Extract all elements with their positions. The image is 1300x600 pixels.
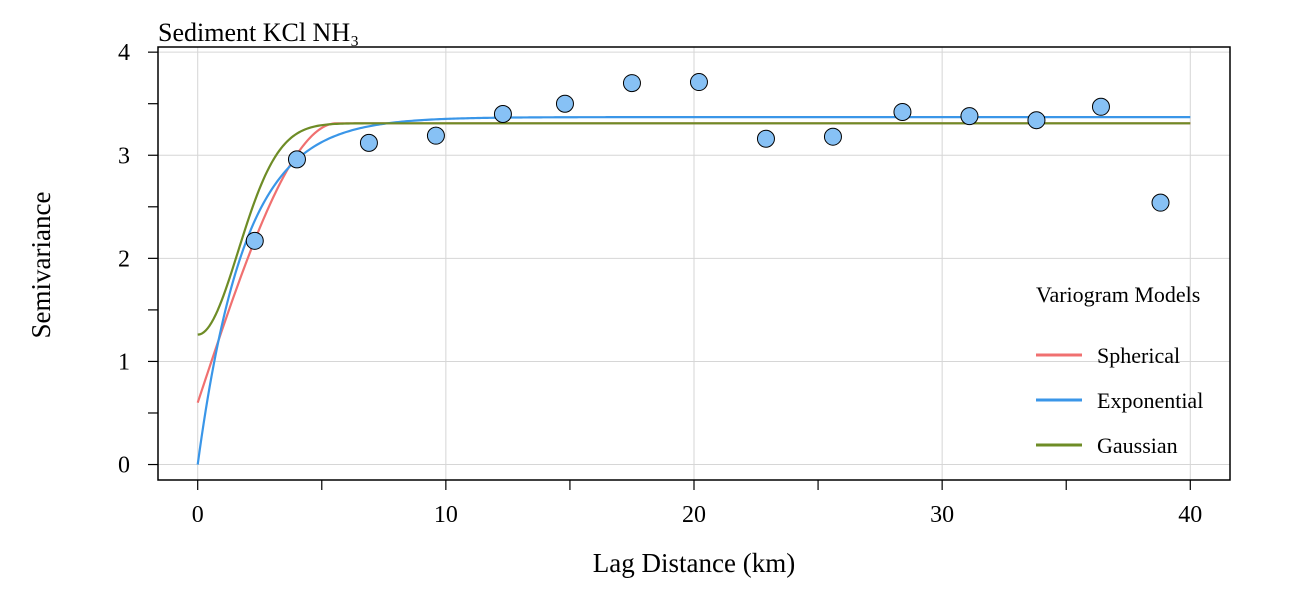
legend: Variogram Models Spherical Exponential Gau…	[1036, 282, 1203, 458]
chart-title: Sediment KCl NH₃	[158, 18, 359, 47]
curve-gaussian	[197, 122, 1191, 336]
x-axis-ticks: 0 10 20 30 40	[192, 480, 1202, 528]
x-tick-label: 30	[930, 502, 954, 528]
legend-title: Variogram Models	[1036, 282, 1200, 307]
data-point	[287, 150, 306, 169]
data-point	[493, 105, 512, 124]
data-point	[960, 107, 979, 126]
data-point	[1151, 193, 1170, 212]
y-axis-ticks: 0 1 2 3 4	[118, 40, 158, 479]
x-tick-label: 20	[682, 502, 706, 528]
data-point	[823, 127, 842, 146]
data-point	[1091, 97, 1110, 116]
model-curves	[196, 116, 1191, 465]
legend-label-gaussian: Gaussian	[1097, 433, 1178, 458]
y-tick-label: 3	[118, 143, 130, 169]
y-tick-label: 4	[118, 40, 130, 66]
data-point	[893, 102, 912, 121]
data-point	[689, 73, 708, 92]
data-point	[359, 133, 378, 152]
data-point	[756, 129, 775, 148]
x-tick-label: 0	[192, 502, 204, 528]
x-tick-label: 40	[1178, 502, 1202, 528]
y-axis-label: Semivariance	[26, 192, 56, 339]
legend-label-exponential: Exponential	[1097, 388, 1203, 413]
y-tick-label: 2	[118, 246, 130, 272]
y-tick-label: 0	[118, 453, 130, 479]
x-tick-label: 10	[434, 502, 458, 528]
y-tick-label: 1	[118, 349, 130, 375]
x-axis-label: Lag Distance (km)	[593, 548, 795, 578]
data-points	[245, 73, 1170, 250]
data-point	[245, 231, 264, 250]
curve-exponential	[196, 116, 1191, 465]
data-point	[555, 94, 574, 113]
grid	[158, 47, 1230, 480]
data-point	[426, 126, 445, 145]
legend-label-spherical: Spherical	[1097, 343, 1180, 368]
data-point	[1027, 111, 1046, 130]
data-point	[622, 74, 641, 93]
